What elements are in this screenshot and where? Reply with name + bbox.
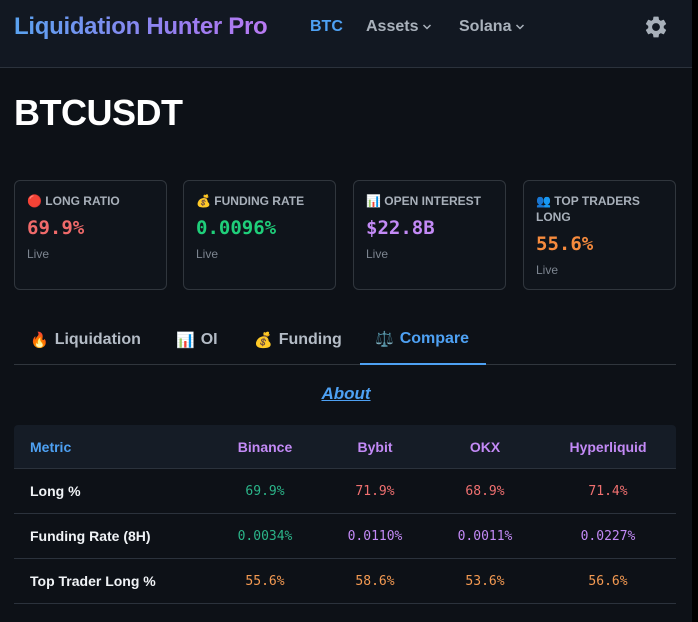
row-label: Top Trader Long % [30, 573, 156, 589]
card-status: Live [196, 247, 219, 261]
app-title[interactable]: Liquidation Hunter Pro [14, 13, 268, 40]
card-open-interest: 📊 OPEN INTEREST $22.8B Live [353, 180, 506, 290]
tab-compare[interactable]: ⚖️ Compare [360, 314, 486, 365]
red-circle-icon: 🔴 [27, 194, 42, 208]
chevron-down-icon [423, 24, 432, 30]
table-cell: 56.6% [588, 573, 628, 589]
tab-oi[interactable]: 📊 OI [176, 314, 218, 365]
chevron-down-icon [516, 24, 525, 30]
column-header: Binance [237, 438, 293, 455]
table-cell: 71.9% [355, 483, 395, 499]
table-row: Top Trader Long % 55.6% 58.6% 53.6% 56.6… [14, 559, 676, 604]
window-edge [692, 0, 698, 622]
table-header: Metric Binance Bybit OKX Hyperliquid [14, 425, 676, 469]
table-cell: 0.0110% [347, 528, 403, 544]
card-label: TOP TRADERS LONG [536, 194, 640, 224]
nav-item-btc[interactable]: BTC [310, 18, 343, 36]
column-header: Hyperliquid [569, 438, 647, 455]
nav-item-label: BTC [310, 18, 343, 35]
table-row: Funding Rate (8H) 0.0034% 0.0110% 0.0011… [14, 514, 676, 559]
money-bag-icon: 💰 [254, 331, 273, 349]
table-cell: 53.6% [465, 573, 505, 589]
money-bag-icon: 💰 [196, 194, 211, 208]
card-long-ratio: 🔴 LONG RATIO 69.9% Live [14, 180, 167, 290]
row-label: Funding Rate (8H) [30, 528, 151, 544]
nav-item-solana[interactable]: Solana [459, 18, 525, 36]
card-status: Live [366, 247, 389, 261]
balance-scale-icon: ⚖️ [375, 330, 394, 348]
table-cell: 55.6% [245, 573, 285, 589]
tab-label: Compare [399, 329, 470, 347]
card-top-traders-long: 👥 TOP TRADERS LONG 55.6% Live [523, 180, 676, 290]
fire-icon: 🔥 [30, 331, 49, 349]
tab-label: Liquidation [54, 330, 141, 348]
column-header: OKX [469, 438, 501, 455]
card-label: FUNDING RATE [214, 194, 305, 208]
table-cell: 69.9% [245, 483, 285, 499]
table-cell: 58.6% [355, 573, 395, 589]
users-icon: 👥 [536, 194, 551, 208]
tab-label: Funding [278, 330, 342, 348]
tab-liquidation[interactable]: 🔥 Liquidation [30, 314, 141, 365]
card-status: Live [536, 263, 559, 277]
nav-item-label: Solana [459, 18, 512, 35]
gear-icon[interactable] [643, 14, 669, 40]
card-status: Live [27, 247, 50, 261]
table-cell: 0.0011% [457, 528, 513, 544]
table-cell: 0.0034% [237, 528, 293, 544]
bar-chart-icon: 📊 [176, 331, 195, 349]
tab-funding[interactable]: 💰 Funding [254, 314, 342, 365]
table-cell: 71.4% [588, 483, 628, 499]
card-value: $22.8B [366, 217, 435, 239]
column-header: Metric [30, 438, 72, 455]
compare-table: Metric Binance Bybit OKX Hyperliquid Lon… [14, 425, 676, 604]
column-header: Bybit [357, 438, 393, 455]
page-title: BTCUSDT [14, 92, 183, 133]
card-value: 69.9% [27, 217, 85, 239]
top-navbar: Liquidation Hunter Pro BTC Assets Solana [0, 0, 692, 68]
card-value: 55.6% [536, 233, 594, 255]
nav-item-label: Assets [366, 18, 419, 35]
tab-label: OI [200, 330, 218, 348]
bar-chart-icon: 📊 [366, 194, 381, 208]
tab-bar: 🔥 Liquidation 📊 OI 💰 Funding ⚖️ Compare [14, 314, 676, 365]
row-label: Long % [30, 483, 81, 499]
nav-item-assets[interactable]: Assets [366, 18, 432, 36]
table-row: Long % 69.9% 71.9% 68.9% 71.4% [14, 469, 676, 514]
card-label: OPEN INTEREST [384, 194, 481, 208]
card-label: LONG RATIO [45, 194, 120, 208]
about-link[interactable]: About [321, 384, 371, 403]
card-value: 0.0096% [196, 217, 277, 239]
table-cell: 0.0227% [580, 528, 636, 544]
table-cell: 68.9% [465, 483, 505, 499]
card-funding-rate: 💰 FUNDING RATE 0.0096% Live [183, 180, 336, 290]
